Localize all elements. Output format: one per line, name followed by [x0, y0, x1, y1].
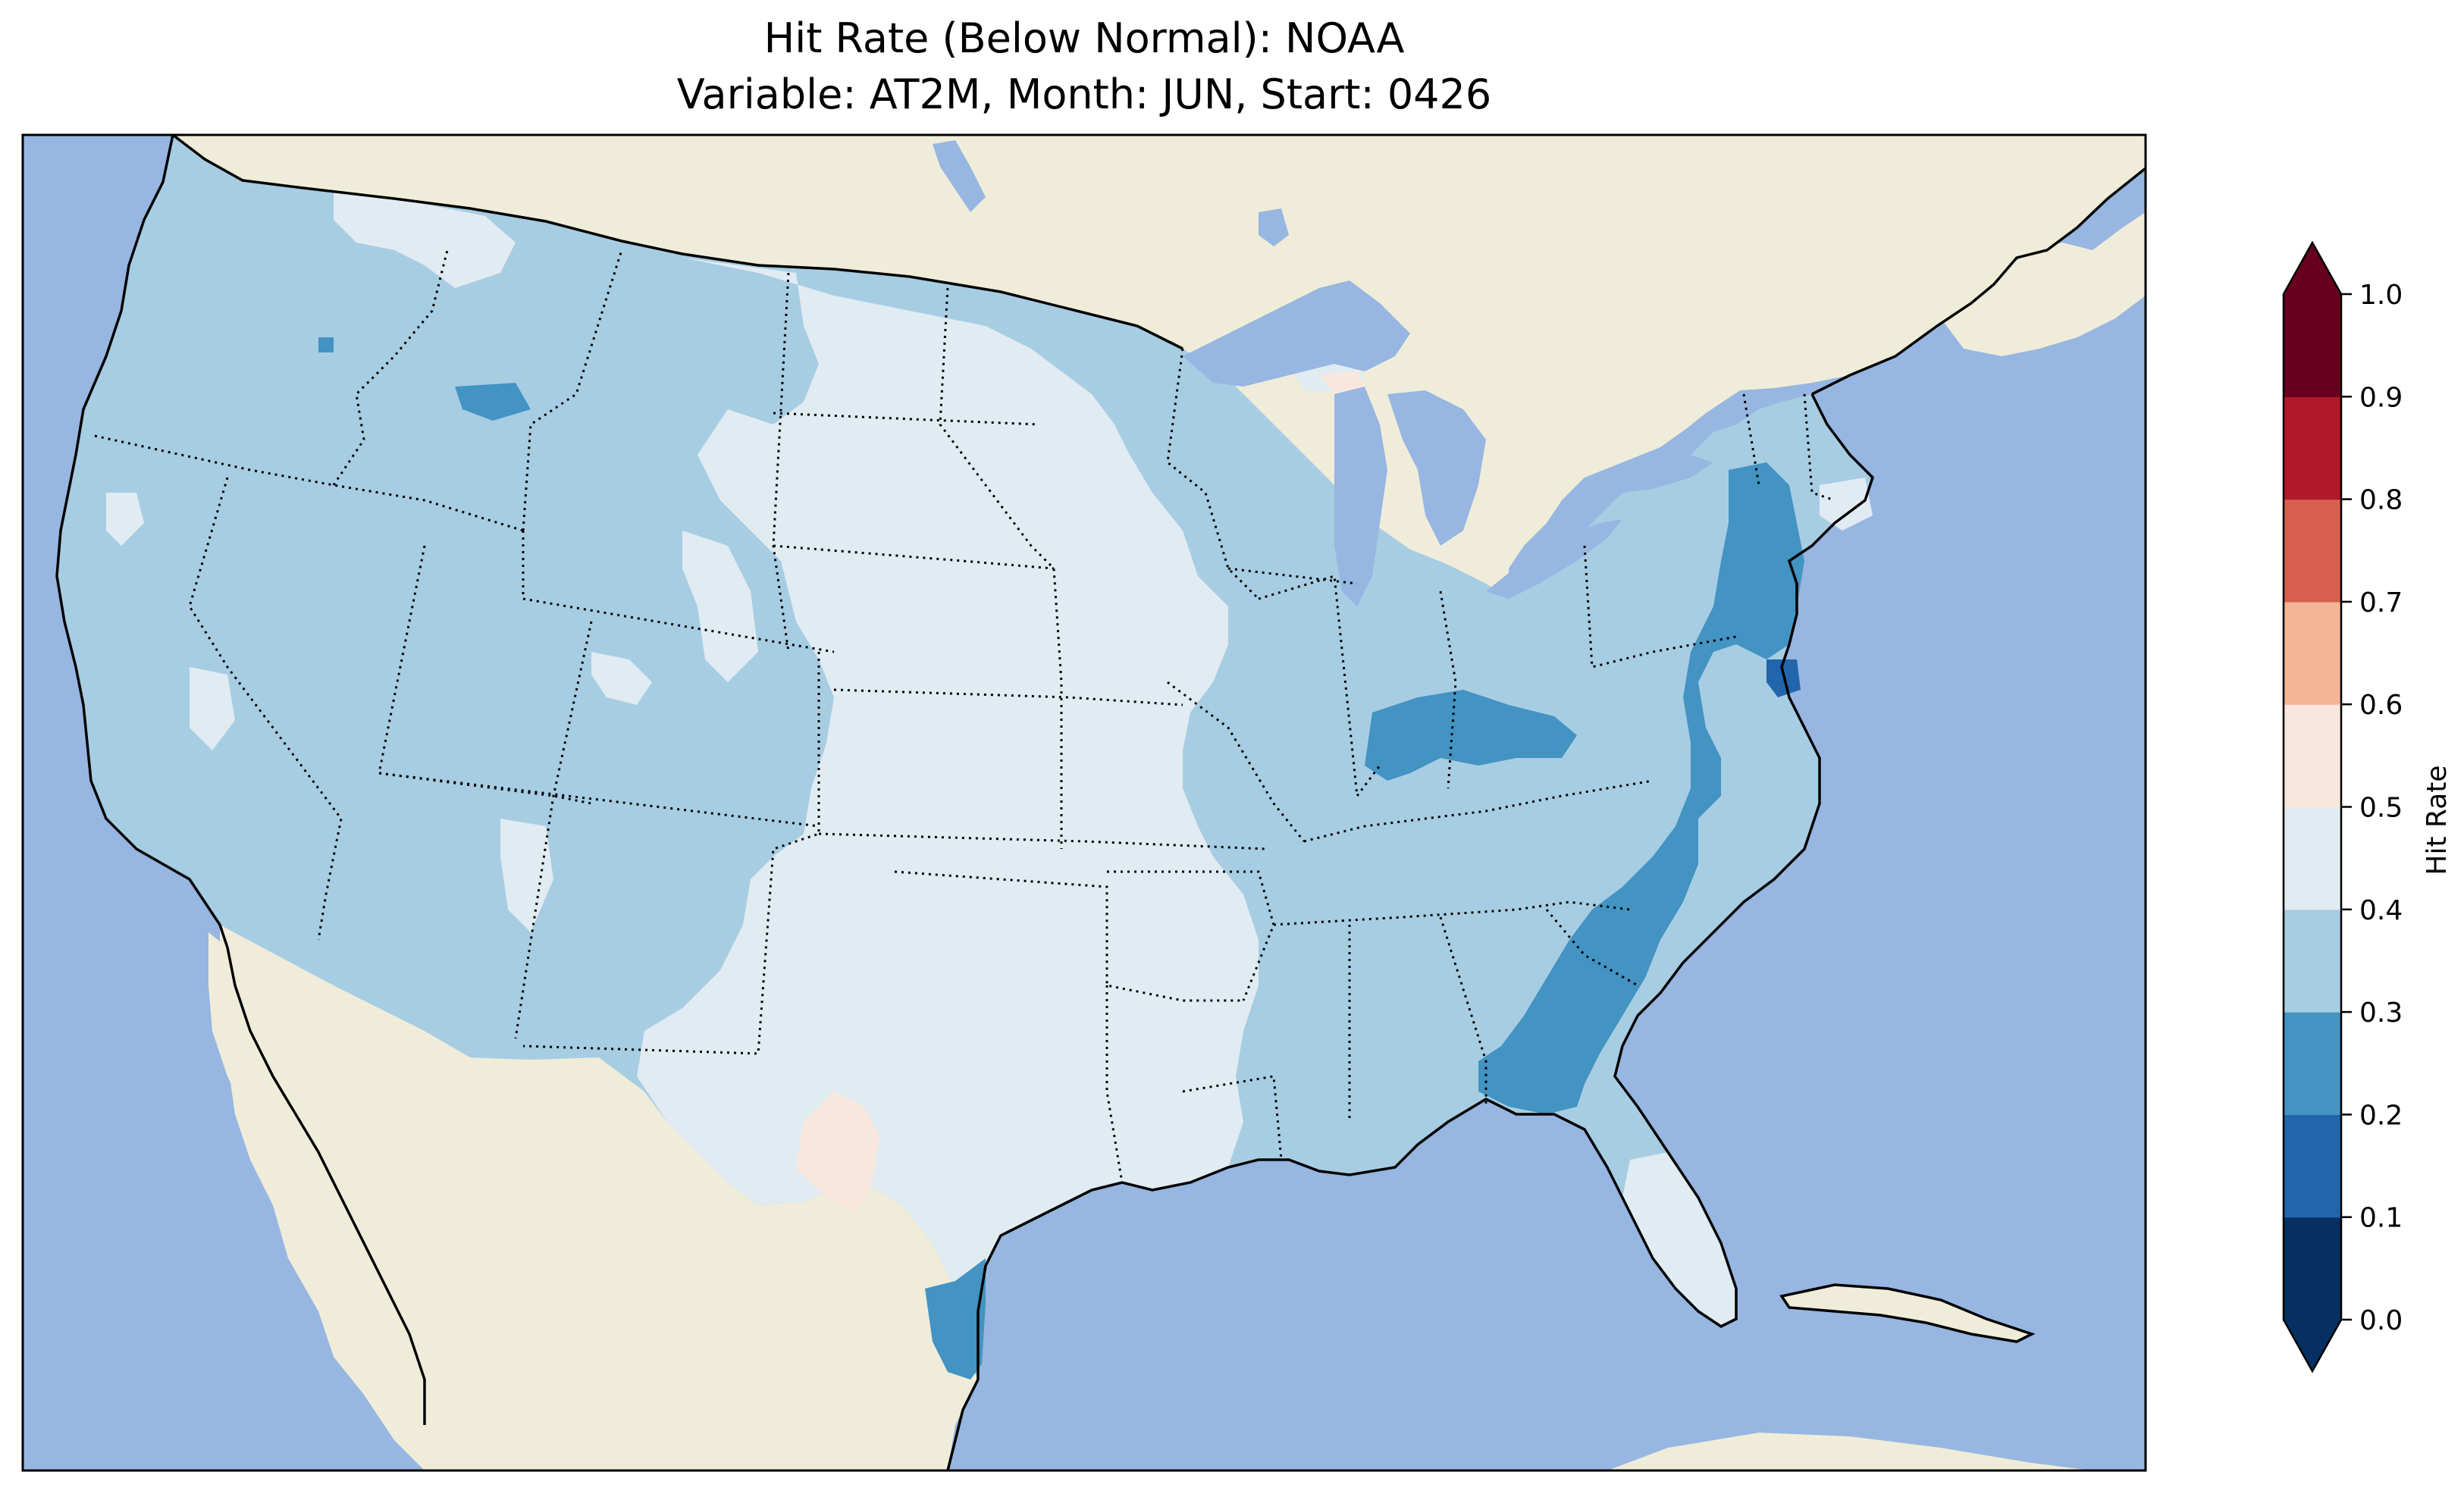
- state-border-line: [1439, 916, 1487, 1107]
- nevada-light-patch: [190, 667, 235, 750]
- colorbar-bin: [2284, 499, 2341, 603]
- cuba-coastline: [1779, 1283, 2036, 1343]
- state-border-line: [1742, 393, 1760, 486]
- colorbar-tick-label: 0.5: [2359, 793, 2403, 824]
- arizona-light-patch: [500, 819, 553, 932]
- colorbar-label: Hit Rate: [2422, 765, 2453, 875]
- state-border-line: [1105, 985, 1124, 1183]
- cuba-land: [1782, 1285, 2032, 1342]
- mid-atlantic-medium-region: [1478, 462, 1804, 1114]
- state-border-line: [1166, 348, 1260, 600]
- colorbar-tick-label: 0.9: [2359, 382, 2403, 413]
- state-border-line: [1303, 779, 1654, 843]
- colorbar-tick-label: 0.2: [2359, 1100, 2403, 1131]
- state-border-line: [522, 652, 820, 1055]
- colorbar-tick-label: 0.0: [2359, 1305, 2403, 1336]
- oregon-light-patch: [106, 493, 144, 546]
- maritime-land: [1941, 212, 2146, 356]
- colorbar-bin: [2284, 909, 2341, 1013]
- lake-huron: [1387, 390, 1486, 546]
- state-border-line: [188, 477, 343, 941]
- colorbar-bin: [2284, 294, 2341, 397]
- colorbar-extend-min: [2284, 1320, 2341, 1371]
- state-border-line: [522, 531, 835, 653]
- colorbar-tick-label: 1.0: [2359, 280, 2403, 311]
- baja-coastline: [226, 947, 426, 1425]
- colorbar-bin: [2284, 396, 2341, 500]
- us-canada-border: [171, 135, 1183, 350]
- colorbar-bin: [2284, 1012, 2341, 1115]
- colorbar-bin: [2284, 1217, 2341, 1320]
- colorbar-extend-max: [2284, 243, 2341, 294]
- colorbar-tick-label: 0.3: [2359, 998, 2403, 1029]
- lake-ontario: [1607, 455, 1713, 493]
- colorbar-tick-label: 0.1: [2359, 1203, 2403, 1234]
- pacific-coastline: [55, 135, 229, 948]
- colorbar-bin: [2284, 807, 2341, 910]
- colorado-light-patch: [682, 531, 758, 682]
- colorbar-tick-label: 0.6: [2359, 690, 2403, 721]
- florida-light-region: [1622, 1152, 1736, 1326]
- state-border-line: [1583, 545, 1737, 669]
- ohio-valley-medium-region: [1365, 690, 1577, 781]
- state-border-line: [1227, 567, 1358, 585]
- lake-superior: [1183, 280, 1410, 387]
- lake-michigan: [1334, 387, 1387, 606]
- texas-coast-medium-region: [925, 1258, 986, 1380]
- state-border-line: [378, 772, 820, 828]
- map-frame: [21, 133, 2147, 1472]
- map-title-line-2: Variable: AT2M, Month: JUN, Start: 0426: [676, 70, 1492, 118]
- lake-winnipeg: [933, 140, 986, 212]
- lake-erie: [1486, 519, 1622, 599]
- newengland-light-patch: [1820, 478, 1873, 531]
- state-border-line: [94, 434, 524, 532]
- mexico-gulf-coastline: [946, 1379, 980, 1471]
- colorbar-bin: [2284, 601, 2341, 705]
- state-border-line: [773, 544, 1055, 570]
- michigan-pink-spot: [1319, 371, 1365, 394]
- colorbar-tick-label: 0.4: [2359, 895, 2403, 926]
- canada-east-coastline: [1811, 167, 2146, 396]
- lake-nipigon: [1259, 208, 1289, 246]
- colorbar-bin: [2284, 1114, 2341, 1218]
- central-america-land: [1607, 1433, 2093, 1471]
- utah-light-patch: [591, 652, 652, 705]
- gulf-coastline: [977, 393, 1875, 1380]
- colorbar-bin: [2284, 704, 2341, 808]
- idaho-medium-spot: [455, 383, 531, 421]
- northwest-light-region: [334, 189, 516, 288]
- state-border-line: [1107, 870, 1275, 1001]
- canada-land: [173, 135, 2146, 599]
- west-texas-pink-spot: [796, 1092, 879, 1213]
- colorbar-tick-label: 0.7: [2359, 587, 2403, 619]
- state-border-line: [514, 621, 593, 1039]
- oregon-medium-spot: [318, 337, 334, 352]
- colorbar: 0.0 0.1 0.2 0.3 0.4 0.5 0.6 0.7 0.8 0.9 1.0 Hit Ra…: [2282, 240, 2453, 1373]
- plains-light-region: [637, 258, 1259, 1334]
- map-title-line-1: Hit Rate (Below Normal): NOAA: [763, 14, 1405, 62]
- colorbar-tick-label: 0.8: [2359, 485, 2403, 516]
